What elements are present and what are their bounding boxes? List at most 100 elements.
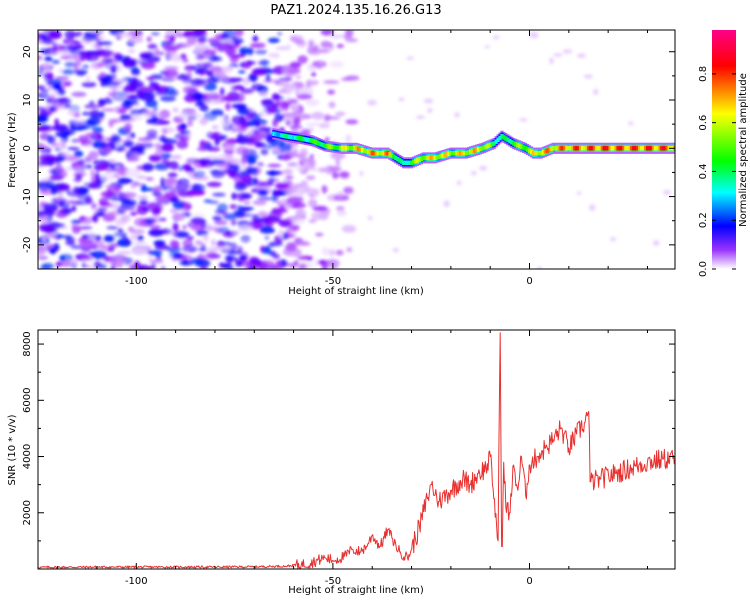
heatmap-ridge-cell bbox=[533, 150, 537, 156]
heatmap-noise-cell bbox=[93, 159, 98, 164]
heatmap-noise-cell bbox=[114, 55, 130, 63]
heatmap-noise-cell bbox=[90, 103, 96, 110]
heatmap-noise-cell bbox=[225, 102, 231, 111]
heatmap-noise-cell bbox=[193, 170, 206, 178]
heatmap-noise-cell bbox=[265, 128, 270, 133]
heatmap-ridge-cell bbox=[311, 138, 315, 144]
heatmap-noise-cell bbox=[260, 59, 270, 66]
heatmap-noise-cell bbox=[229, 165, 239, 174]
colorbar-tick-label: 0.8 bbox=[698, 66, 709, 82]
heatmap-noise-cell bbox=[58, 139, 66, 148]
heatmap-ridge-cell bbox=[343, 146, 347, 151]
heatmap-ridge-cell bbox=[628, 146, 632, 151]
heatmap-noise-cell bbox=[344, 30, 354, 36]
heatmap-ridge-cell bbox=[659, 146, 663, 151]
heatmap-ridge-cell bbox=[512, 141, 516, 146]
heatmap-ridge-cell bbox=[284, 134, 288, 139]
heatmap-noise-cell bbox=[130, 182, 137, 189]
heatmap-noise-cell bbox=[203, 111, 218, 121]
heatmap-ridge-cell bbox=[372, 150, 376, 156]
heatmap-ridge-cell bbox=[622, 146, 626, 151]
heatmap-noise-cell bbox=[240, 88, 255, 94]
heatmap-noise-cell bbox=[260, 225, 273, 231]
heatmap-noise-cell bbox=[319, 61, 325, 65]
heatmap-noise-cell bbox=[55, 261, 64, 267]
heatmap-noise-cell bbox=[98, 137, 114, 143]
heatmap-noise-cell bbox=[130, 132, 135, 139]
heatmap-noise-cell bbox=[299, 240, 309, 245]
heatmap-noise-cell bbox=[295, 89, 300, 96]
heatmap-noise-cell bbox=[336, 205, 345, 212]
heatmap-noise-cell bbox=[306, 188, 320, 196]
colorbar-tick-label: 0.2 bbox=[698, 212, 709, 228]
heatmap-noise-cell bbox=[219, 135, 226, 141]
heatmap-ridge-cell bbox=[553, 146, 557, 151]
heatmap-ridge-cell bbox=[309, 138, 313, 143]
heatmap-noise-cell bbox=[45, 149, 51, 154]
heatmap-noise-cell bbox=[54, 236, 61, 240]
heatmap-ridge-cell bbox=[366, 149, 370, 155]
heatmap-noise-cell bbox=[217, 203, 228, 213]
heatmap-noise-cell bbox=[117, 64, 122, 73]
heatmap-noise-cell bbox=[292, 252, 302, 258]
heatmap-noise-cell bbox=[132, 77, 137, 82]
heatmap-noise-cell bbox=[148, 229, 164, 237]
heatmap-noise-cell bbox=[41, 36, 53, 45]
heatmap-noise-cell bbox=[589, 204, 596, 211]
heatmap-noise-cell bbox=[204, 99, 221, 105]
heatmap-noise-cell bbox=[124, 236, 129, 244]
heatmap-noise-cell bbox=[212, 215, 222, 221]
heatmap-ridge-cell bbox=[590, 146, 594, 151]
heatmap-ridge-cell bbox=[598, 146, 602, 151]
heatmap-noise-cell bbox=[148, 154, 162, 162]
heatmap-noise-cell bbox=[317, 65, 322, 70]
heatmap-noise-cell bbox=[313, 259, 319, 266]
heatmap-noise-cell bbox=[86, 30, 102, 34]
y-tick-label: 2000 bbox=[22, 500, 33, 525]
heatmap-ridge-cell bbox=[437, 154, 441, 159]
heatmap-ridge-cell bbox=[586, 146, 591, 151]
heatmap-noise-cell bbox=[176, 140, 189, 149]
heatmap-noise-cell bbox=[292, 216, 305, 225]
heatmap-noise-cell bbox=[115, 141, 121, 147]
snr-frame bbox=[37, 329, 676, 570]
heatmap-noise-cell bbox=[287, 263, 298, 268]
heatmap-noise-cell bbox=[220, 249, 235, 254]
heatmap-noise-cell bbox=[160, 143, 174, 152]
heatmap-ridge-cell bbox=[425, 155, 429, 161]
heatmap-ridge-cell bbox=[468, 149, 473, 155]
heatmap-noise-cell bbox=[87, 116, 101, 126]
heatmap-noise-cell bbox=[90, 62, 103, 70]
heatmap-noise-cell bbox=[335, 249, 344, 256]
heatmap-noise-cell bbox=[297, 113, 312, 120]
heatmap-noise-cell bbox=[345, 119, 359, 125]
heatmap-noise-cell bbox=[71, 91, 87, 97]
heatmap-noise-cell bbox=[398, 97, 405, 102]
heatmap-noise-cell bbox=[127, 48, 136, 54]
heatmap-noise-cell bbox=[71, 106, 81, 114]
heatmap-noise-cell bbox=[306, 79, 312, 87]
heatmap-noise-cell bbox=[145, 218, 152, 226]
heatmap-noise-cell bbox=[236, 93, 245, 102]
heatmap-noise-cell bbox=[109, 243, 120, 248]
heatmap-noise-cell bbox=[214, 220, 228, 226]
heatmap-noise-cell bbox=[191, 31, 208, 40]
heatmap-noise-cell bbox=[221, 77, 238, 84]
heatmap-noise-cell bbox=[163, 44, 179, 52]
heatmap-noise-cell bbox=[297, 87, 309, 94]
heatmap-noise-cell bbox=[154, 162, 170, 171]
heatmap-noise-cell bbox=[231, 192, 237, 200]
heatmap-noise-cell bbox=[207, 38, 223, 43]
heatmap-noise-cell bbox=[218, 210, 228, 215]
heatmap-noise-cell bbox=[286, 226, 298, 233]
heatmap-noise-cell bbox=[191, 184, 206, 192]
heatmap-ridge-cell bbox=[630, 146, 634, 151]
heatmap-noise-cell bbox=[537, 266, 542, 269]
heatmap-ridge-cell bbox=[288, 134, 292, 139]
heatmap-noise-cell bbox=[55, 76, 69, 81]
heatmap-noise-cell bbox=[340, 77, 353, 81]
heatmap-noise-cell bbox=[108, 119, 114, 128]
heatmap-ridge-cell bbox=[665, 146, 669, 151]
heatmap-noise-cell bbox=[76, 225, 81, 232]
heatmap-ridge-cell bbox=[319, 142, 323, 147]
